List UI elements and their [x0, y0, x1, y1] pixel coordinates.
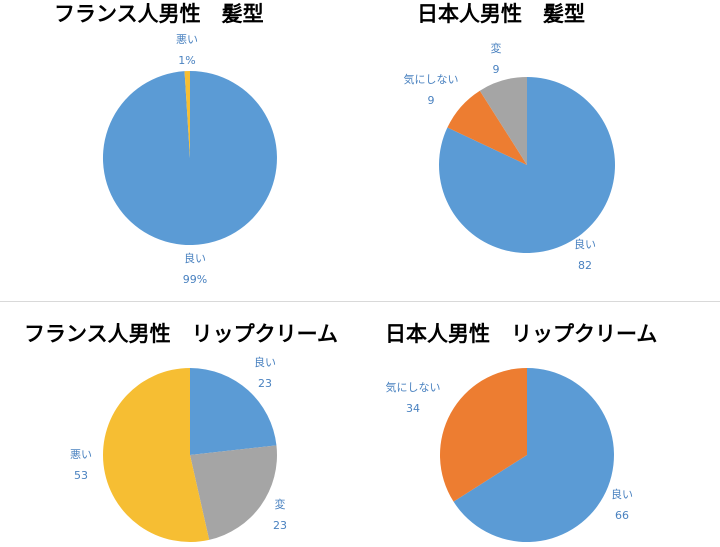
slice-category-label: 変: [275, 497, 286, 511]
pie-slice-2: [447, 90, 527, 165]
slice-value-label: 9: [493, 63, 500, 76]
slice-category-label: 気にしない: [404, 72, 459, 86]
slice-value-label: 82: [578, 259, 592, 272]
pie-slice-1: [102, 71, 277, 245]
pie-slice-1: [453, 368, 614, 542]
slice-value-label: 66: [615, 509, 629, 522]
slice-category-label: 良い: [574, 237, 596, 251]
slice-category-label: 悪い: [176, 33, 198, 46]
panel-divider: [0, 301, 720, 302]
slice-value-label: 9: [428, 94, 435, 107]
chart-title-french-lipbalm: フランス人男性 リップクリーム: [24, 322, 338, 346]
slice-category-label: 良い: [611, 487, 633, 501]
pie-slice-1: [439, 77, 616, 253]
slice-value-label: 53: [74, 469, 88, 482]
pie-slice-2: [439, 368, 527, 502]
slice-value-label: 99%: [183, 273, 207, 286]
slice-category-label: 変: [491, 41, 502, 55]
slice-category-label: 悪い: [70, 448, 92, 461]
pie-slice-3: [102, 367, 210, 542]
slice-value-label: 23: [258, 377, 272, 390]
pie-slice-2: [190, 445, 277, 540]
chart-title-japanese-lipbalm: 日本人男性 リップクリーム: [385, 322, 658, 346]
slice-value-label: 34: [406, 402, 420, 415]
slice-category-label: 良い: [184, 251, 206, 265]
chart-title-japanese-hair: 日本人男性 髪型: [417, 2, 585, 26]
pie-slice-1: [190, 368, 277, 455]
pie-slice-2: [184, 70, 190, 158]
slice-value-label: 23: [273, 519, 287, 532]
slice-category-label: 良い: [254, 355, 276, 369]
pie-slice-3: [479, 77, 527, 165]
slice-category-label: 気にしない: [386, 380, 441, 394]
chart-title-french-hair: フランス人男性 髪型: [54, 2, 264, 26]
slice-value-label: 1%: [178, 54, 195, 67]
